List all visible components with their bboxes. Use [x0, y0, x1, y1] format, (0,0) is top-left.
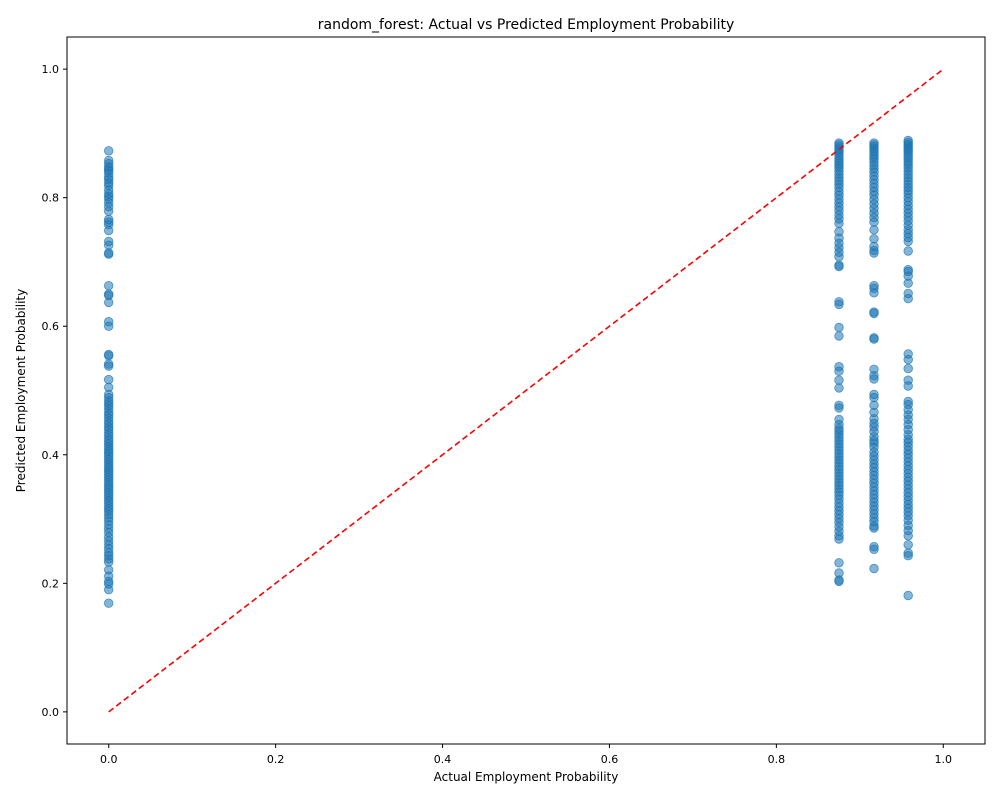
x-axis-ticks: 0.0 0.2 0.4 0.6 0.8 1.0	[100, 744, 952, 766]
scatter-point	[103, 598, 114, 608]
scatter-point	[834, 261, 844, 272]
scatter-point	[103, 585, 114, 595]
x-tick-label: 0.6	[601, 753, 619, 766]
y-axis-label: Predicted Employment Probability	[14, 289, 28, 492]
scatter-point	[903, 551, 913, 561]
scatter-point	[103, 281, 114, 291]
scatter-point	[103, 146, 114, 156]
y-tick-label: 0.4	[42, 449, 60, 462]
y-tick-label: 0.8	[42, 192, 60, 205]
scatter-point	[869, 374, 879, 384]
axes-frame	[66, 36, 986, 745]
x-tick-label: 0.8	[768, 753, 786, 766]
x-tick-label: 0.4	[434, 753, 452, 766]
scatter-point	[103, 249, 114, 259]
scatter-point	[834, 383, 844, 393]
scatter-point	[103, 206, 114, 216]
x-tick-label: 0.0	[100, 753, 118, 766]
scatter-point	[903, 293, 913, 304]
y-axis-ticks: 0.0 0.2 0.4 0.6 0.8 1.0	[42, 63, 67, 719]
scatter-point	[903, 246, 913, 256]
scatter-point	[903, 363, 913, 374]
scatter-point	[103, 351, 114, 361]
y-tick-label: 1.0	[42, 63, 60, 76]
plot-area	[103, 68, 944, 713]
scatter-point	[834, 558, 844, 568]
x-tick-label: 1.0	[935, 753, 953, 766]
x-tick-label: 0.2	[267, 753, 285, 766]
scatter-point	[869, 225, 879, 235]
scatter-point	[903, 278, 913, 288]
scatter-point	[903, 381, 913, 391]
chart-title: random_forest: Actual vs Predicted Emplo…	[318, 17, 735, 33]
scatter-point	[834, 218, 844, 229]
scatter-point	[103, 225, 114, 236]
scatter-point	[103, 361, 114, 371]
scatter-point	[869, 308, 879, 319]
x-axis-label: Actual Employment Probability	[434, 770, 619, 784]
scatter-point	[834, 366, 844, 376]
scatter-point	[103, 240, 114, 250]
scatter-point	[834, 576, 844, 587]
scatter-point	[834, 322, 844, 333]
reference-line	[108, 68, 944, 713]
scatter-point	[103, 297, 114, 308]
scatter-point	[869, 288, 879, 298]
scatter-point	[869, 334, 879, 344]
scatter-point	[869, 248, 879, 258]
scatter-point	[834, 534, 844, 544]
y-tick-label: 0.0	[42, 706, 60, 719]
scatter-point	[903, 590, 913, 601]
scatter-point	[834, 331, 844, 341]
scatter-point	[834, 299, 844, 310]
scatter-point	[869, 563, 879, 574]
scatter-point	[903, 236, 913, 247]
y-tick-label: 0.2	[42, 577, 60, 590]
scatter-point	[834, 403, 844, 413]
scatter-point	[903, 531, 913, 541]
scatter-point	[103, 321, 114, 331]
scatter-point	[903, 540, 913, 550]
scatter-point	[903, 354, 913, 365]
scatter-point	[834, 252, 844, 262]
scatter-point	[869, 523, 879, 533]
y-tick-label: 0.6	[42, 320, 60, 333]
scatter-point	[869, 544, 879, 555]
